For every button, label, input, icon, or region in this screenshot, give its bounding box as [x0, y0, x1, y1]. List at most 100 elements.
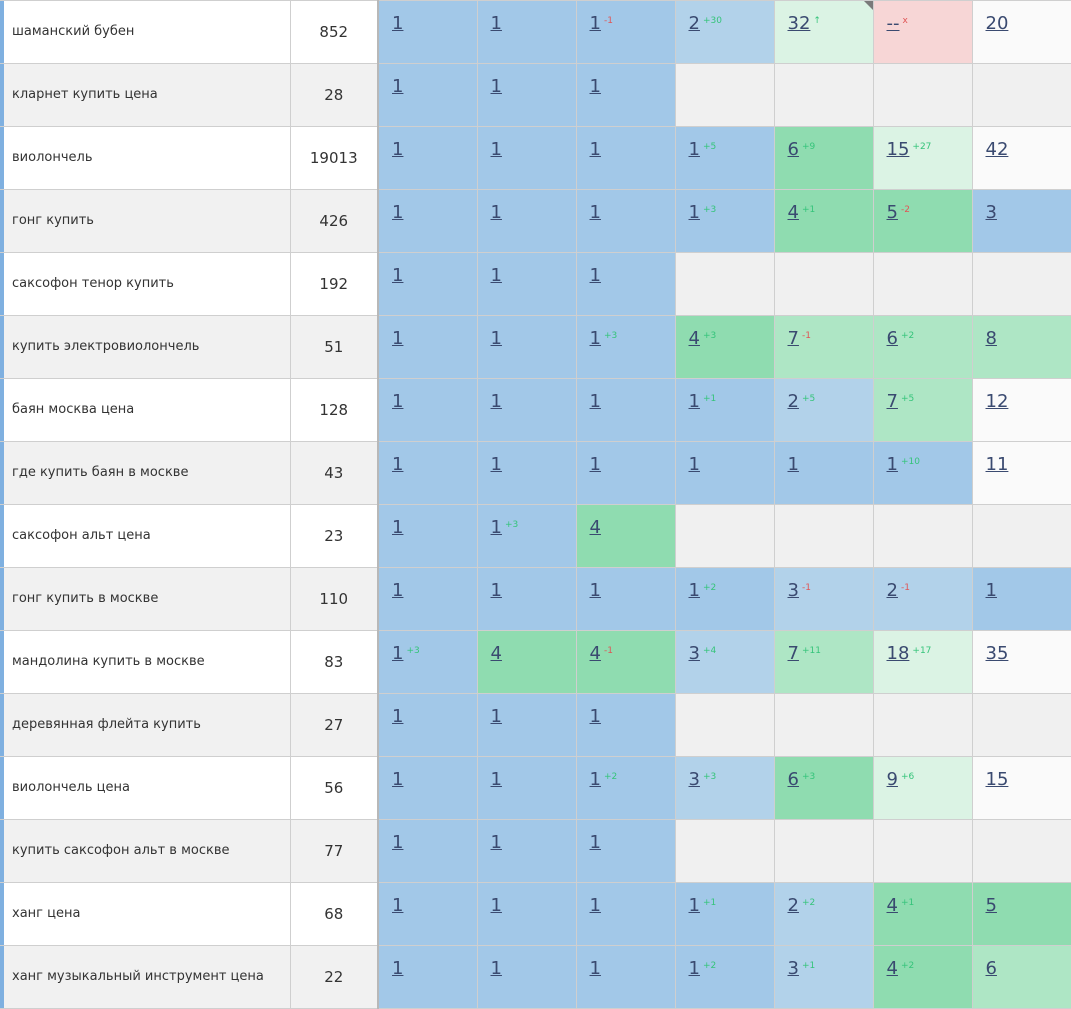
position-link[interactable]: 1 [490, 958, 502, 979]
position-link[interactable]: 1 [589, 895, 601, 916]
position-link[interactable]: 4 [886, 958, 898, 979]
position-link[interactable]: 6 [985, 958, 997, 979]
position-link[interactable]: 1 [589, 832, 601, 853]
position-link[interactable]: 2 [787, 895, 799, 916]
keyword-cell: виолончель [0, 126, 291, 190]
position-cell: 1 [377, 693, 478, 757]
position-link[interactable]: 4 [589, 517, 601, 538]
position-link[interactable]: 1 [490, 265, 502, 286]
position-link[interactable]: 1 [589, 265, 601, 286]
position-link[interactable]: 2 [787, 391, 799, 412]
position-change: -1 [603, 646, 613, 656]
position-link[interactable]: 1 [985, 580, 997, 601]
position-link[interactable]: 1 [589, 706, 601, 727]
position-link[interactable]: 2 [886, 580, 898, 601]
position-link[interactable]: 5 [985, 895, 997, 916]
position-link[interactable]: 42 [985, 139, 1009, 160]
position-link[interactable]: 15 [886, 139, 910, 160]
position-link[interactable]: 1 [392, 328, 404, 349]
position-link[interactable]: 1 [392, 958, 404, 979]
position-link[interactable]: 4 [589, 643, 601, 664]
position-link[interactable]: 1 [490, 769, 502, 790]
position-link[interactable]: 1 [688, 895, 700, 916]
position-link[interactable]: 1 [589, 454, 601, 475]
position-link[interactable]: 6 [886, 328, 898, 349]
position-link[interactable]: 1 [490, 76, 502, 97]
position-link[interactable]: 32 [787, 13, 811, 34]
position-link[interactable]: 20 [985, 13, 1009, 34]
position-link[interactable]: 8 [985, 328, 997, 349]
position-link[interactable]: 7 [787, 643, 799, 664]
position-link[interactable]: 1 [392, 580, 404, 601]
position-link[interactable]: 1 [392, 517, 404, 538]
position-change: -1 [900, 583, 910, 593]
position-link[interactable]: 1 [589, 202, 601, 223]
position-link[interactable]: 1 [392, 139, 404, 160]
position-link[interactable]: 1 [392, 76, 404, 97]
position-link[interactable]: 15 [985, 769, 1009, 790]
position-link[interactable]: 1 [589, 958, 601, 979]
position-link[interactable]: 1 [490, 139, 502, 160]
position-link[interactable]: 2 [688, 13, 700, 34]
position-link[interactable]: 4 [688, 328, 700, 349]
position-link[interactable]: 1 [392, 454, 404, 475]
position-link[interactable]: 1 [589, 76, 601, 97]
position-link[interactable]: 3 [787, 958, 799, 979]
position-link[interactable]: 1 [490, 391, 502, 412]
position-link[interactable]: 3 [985, 202, 997, 223]
position-link[interactable]: 1 [392, 769, 404, 790]
position-link[interactable]: 11 [985, 454, 1009, 475]
position-link[interactable]: 6 [787, 139, 799, 160]
position-link[interactable]: 1 [490, 832, 502, 853]
position-link[interactable]: 1 [490, 13, 502, 34]
position-link[interactable]: 9 [886, 769, 898, 790]
position-change: +1 [702, 898, 717, 908]
position-link[interactable]: 5 [886, 202, 898, 223]
position-link[interactable]: 1 [490, 328, 502, 349]
position-link[interactable]: 1 [392, 202, 404, 223]
position-link[interactable]: 1 [589, 391, 601, 412]
position-link[interactable]: 1 [392, 706, 404, 727]
position-link[interactable]: 1 [688, 958, 700, 979]
position-link[interactable]: 18 [886, 643, 910, 664]
position-link[interactable]: 1 [688, 580, 700, 601]
position-link[interactable]: 1 [392, 13, 404, 34]
position-link[interactable]: 1 [787, 454, 799, 475]
position-link[interactable]: 1 [688, 391, 700, 412]
table-row: саксофон альт цена 23 1 1 +3 4 [0, 504, 1071, 568]
position-link[interactable]: 3 [688, 769, 700, 790]
position-link[interactable]: 1 [490, 517, 502, 538]
position-link[interactable]: 1 [392, 832, 404, 853]
position-link[interactable]: 35 [985, 643, 1009, 664]
position-link[interactable]: 1 [392, 895, 404, 916]
position-link[interactable]: 1 [392, 643, 404, 664]
position-link[interactable]: 6 [787, 769, 799, 790]
position-link[interactable]: 1 [589, 580, 601, 601]
position-link[interactable]: 3 [688, 643, 700, 664]
position-link[interactable]: 4 [787, 202, 799, 223]
position-link[interactable]: 1 [886, 454, 898, 475]
position-link[interactable]: 4 [490, 643, 502, 664]
position-link[interactable]: 1 [589, 139, 601, 160]
position-link[interactable]: 1 [490, 895, 502, 916]
position-link[interactable]: 1 [589, 13, 601, 34]
position-link[interactable]: 1 [490, 454, 502, 475]
position-link[interactable]: 7 [787, 328, 799, 349]
position-link[interactable]: 1 [490, 202, 502, 223]
position-link[interactable]: 1 [688, 139, 700, 160]
position-link[interactable]: 1 [688, 454, 700, 475]
position-link[interactable]: 1 [490, 706, 502, 727]
position-link[interactable]: 12 [985, 391, 1009, 412]
frequency-value: 51 [324, 338, 344, 356]
position-link[interactable]: 4 [886, 895, 898, 916]
position-link[interactable]: 1 [688, 202, 700, 223]
position-link[interactable]: 1 [392, 391, 404, 412]
position-link[interactable]: 1 [490, 580, 502, 601]
position-link[interactable]: 1 [589, 769, 601, 790]
position-link[interactable]: 3 [787, 580, 799, 601]
position-link[interactable]: 7 [886, 391, 898, 412]
position-link[interactable]: 1 [589, 328, 601, 349]
position-link[interactable]: -- [886, 13, 900, 34]
position-link[interactable]: 1 [392, 265, 404, 286]
position-cell: 1 +2 [575, 756, 676, 820]
